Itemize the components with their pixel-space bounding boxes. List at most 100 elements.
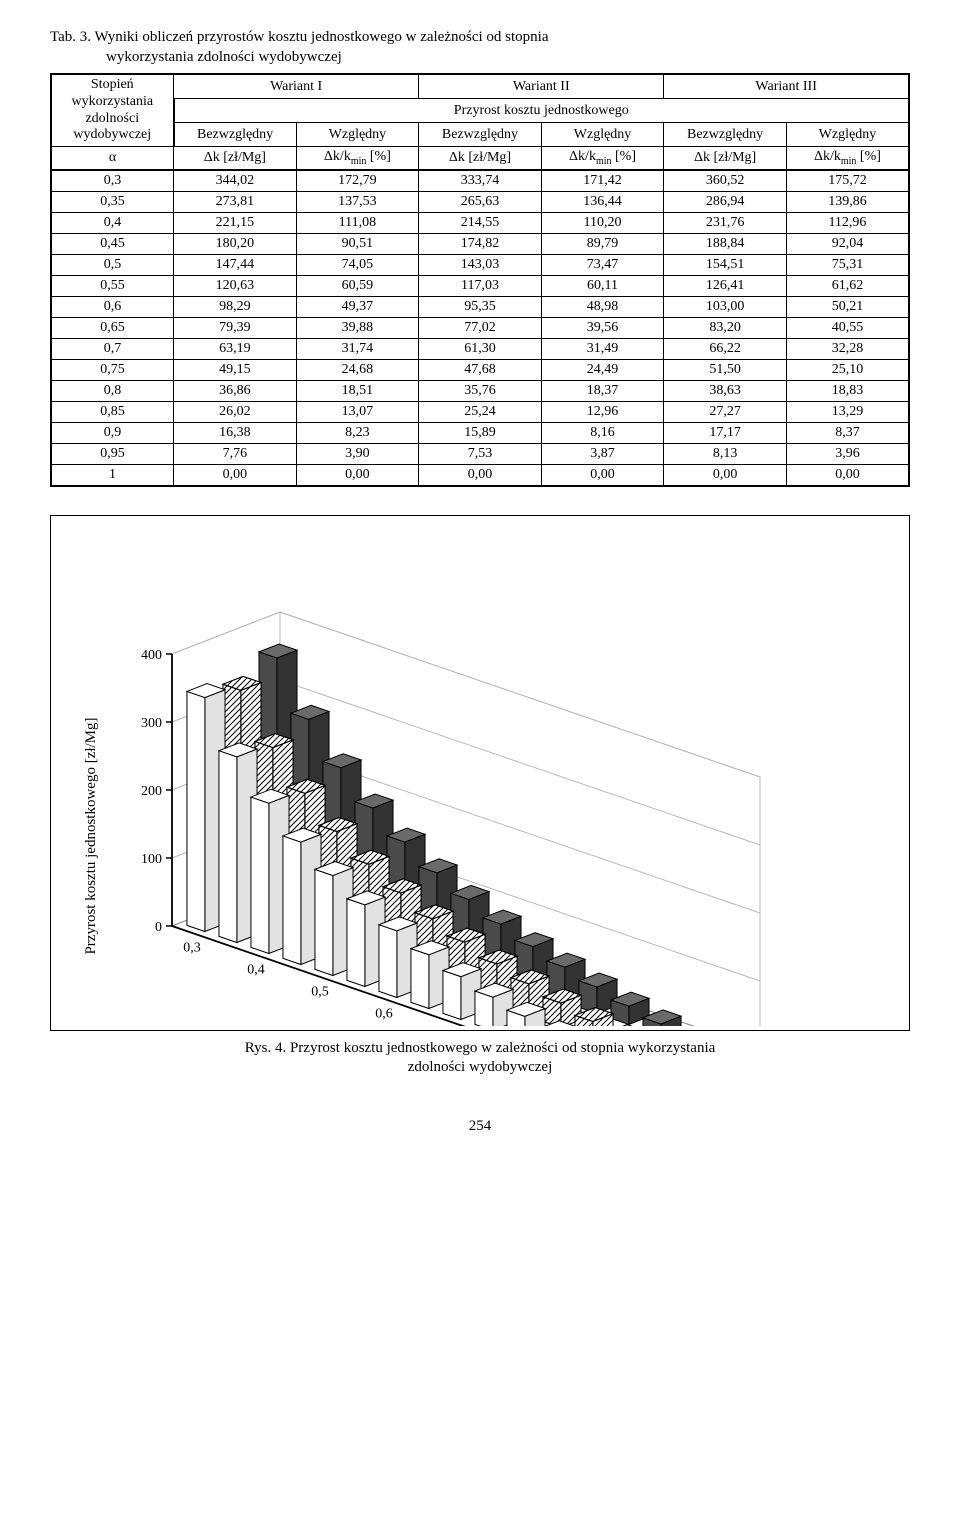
table-cell: 0,6 bbox=[51, 296, 174, 317]
table-row: 0,6579,3939,8877,0239,5683,2040,55 bbox=[51, 317, 909, 338]
table-row: 0,836,8618,5135,7618,3738,6318,83 bbox=[51, 380, 909, 401]
table-cell: 147,44 bbox=[174, 254, 297, 275]
table-cell: 103,00 bbox=[664, 296, 787, 317]
table-cell: 0,5 bbox=[51, 254, 174, 275]
figure-caption: Rys. 4. Przyrost kosztu jednostkowego w … bbox=[50, 1039, 910, 1078]
table-cell: 0,4 bbox=[51, 212, 174, 233]
table-cell: 31,74 bbox=[296, 338, 419, 359]
table-cell: 74,05 bbox=[296, 254, 419, 275]
table-cell: 0,35 bbox=[51, 191, 174, 212]
table-cell: 60,59 bbox=[296, 275, 419, 296]
table-cell: 214,55 bbox=[419, 212, 542, 233]
col-type: Względny bbox=[541, 123, 664, 147]
table-cell: 25,24 bbox=[419, 401, 542, 422]
unit-label: Δk [zł/Mg] bbox=[664, 147, 787, 170]
table-cell: 61,30 bbox=[419, 338, 542, 359]
results-table: Stopień wykorzystania zdolności wydobywc… bbox=[50, 73, 910, 487]
table-cell: 17,17 bbox=[664, 422, 787, 443]
table-cell: 13,07 bbox=[296, 401, 419, 422]
unit-label: Δk/kmin [%] bbox=[786, 147, 909, 170]
unit-label: Δk [zł/Mg] bbox=[419, 147, 542, 170]
svg-text:0,5: 0,5 bbox=[311, 984, 329, 999]
col-variant-3: Wariant III bbox=[664, 74, 909, 99]
table-cell: 0,00 bbox=[786, 464, 909, 486]
unit-label: Δk [zł/Mg] bbox=[174, 147, 297, 170]
table-cell: 98,29 bbox=[174, 296, 297, 317]
table-row: 0,916,388,2315,898,1617,178,37 bbox=[51, 422, 909, 443]
unit-label: Δk/kmin [%] bbox=[296, 147, 419, 170]
table-cell: 0,65 bbox=[51, 317, 174, 338]
svg-text:0,6: 0,6 bbox=[375, 1006, 393, 1021]
table-cell: 1 bbox=[51, 464, 174, 486]
table-cell: 360,52 bbox=[664, 170, 787, 192]
table-cell: 51,50 bbox=[664, 359, 787, 380]
table-cell: 24,68 bbox=[296, 359, 419, 380]
table-cell: 50,21 bbox=[786, 296, 909, 317]
table-cell: 0,00 bbox=[296, 464, 419, 486]
table-cell: 344,02 bbox=[174, 170, 297, 192]
table-cell: 92,04 bbox=[786, 233, 909, 254]
table-row: 0,957,763,907,533,878,133,96 bbox=[51, 443, 909, 464]
page-number: 254 bbox=[50, 1118, 910, 1135]
table-row: 10,000,000,000,000,000,00 bbox=[51, 464, 909, 486]
table-cell: 89,79 bbox=[541, 233, 664, 254]
table-cell: 49,37 bbox=[296, 296, 419, 317]
svg-text:Przyrost kosztu jednostkowego: Przyrost kosztu jednostkowego [zł/Mg] bbox=[83, 717, 99, 954]
table-cell: 136,44 bbox=[541, 191, 664, 212]
table-cell: 120,63 bbox=[174, 275, 297, 296]
table-row: 0,763,1931,7461,3031,4966,2232,28 bbox=[51, 338, 909, 359]
chart-container: 0100200300400Przyrost kosztu jednostkowe… bbox=[50, 515, 910, 1031]
table-cell: 8,16 bbox=[541, 422, 664, 443]
table-cell: 0,75 bbox=[51, 359, 174, 380]
table-cell: 39,56 bbox=[541, 317, 664, 338]
sub-header: Przyrost kosztu jednostkowego bbox=[174, 99, 909, 123]
table-cell: 15,89 bbox=[419, 422, 542, 443]
table-cell: 7,53 bbox=[419, 443, 542, 464]
table-cell: 27,27 bbox=[664, 401, 787, 422]
table-cell: 0,3 bbox=[51, 170, 174, 192]
table-row: 0,8526,0213,0725,2412,9627,2713,29 bbox=[51, 401, 909, 422]
table-cell: 3,87 bbox=[541, 443, 664, 464]
svg-text:400: 400 bbox=[141, 648, 162, 663]
table-cell: 25,10 bbox=[786, 359, 909, 380]
table-cell: 12,96 bbox=[541, 401, 664, 422]
table-cell: 13,29 bbox=[786, 401, 909, 422]
table-cell: 221,15 bbox=[174, 212, 297, 233]
table-caption: Tab. 3. Wyniki obliczeń przyrostów koszt… bbox=[50, 28, 910, 67]
table-row: 0,35273,81137,53265,63136,44286,94139,86 bbox=[51, 191, 909, 212]
table-cell: 18,83 bbox=[786, 380, 909, 401]
table-cell: 0,95 bbox=[51, 443, 174, 464]
col-type: Bezwzględny bbox=[174, 123, 297, 147]
table-caption-line1: Tab. 3. Wyniki obliczeń przyrostów koszt… bbox=[50, 28, 910, 48]
table-cell: 117,03 bbox=[419, 275, 542, 296]
svg-text:0,4: 0,4 bbox=[247, 962, 265, 977]
col-variant-1: Wariant I bbox=[174, 74, 419, 99]
table-cell: 231,76 bbox=[664, 212, 787, 233]
table-cell: 0,9 bbox=[51, 422, 174, 443]
table-cell: 188,84 bbox=[664, 233, 787, 254]
table-cell: 26,02 bbox=[174, 401, 297, 422]
table-row: 0,698,2949,3795,3548,98103,0050,21 bbox=[51, 296, 909, 317]
table-cell: 0,55 bbox=[51, 275, 174, 296]
table-cell: 7,76 bbox=[174, 443, 297, 464]
table-cell: 3,90 bbox=[296, 443, 419, 464]
table-cell: 180,20 bbox=[174, 233, 297, 254]
table-cell: 24,49 bbox=[541, 359, 664, 380]
col-type: Bezwzględny bbox=[419, 123, 542, 147]
table-cell: 40,55 bbox=[786, 317, 909, 338]
table-cell: 48,98 bbox=[541, 296, 664, 317]
col-variant-2: Wariant II bbox=[419, 74, 664, 99]
table-cell: 0,8 bbox=[51, 380, 174, 401]
alpha-label: α bbox=[51, 147, 174, 170]
table-cell: 0,85 bbox=[51, 401, 174, 422]
table-cell: 66,22 bbox=[664, 338, 787, 359]
table-cell: 35,76 bbox=[419, 380, 542, 401]
table-caption-line2: wykorzystania zdolności wydobywczej bbox=[50, 48, 910, 68]
figure-caption-line1: Rys. 4. Przyrost kosztu jednostkowego w … bbox=[245, 1040, 716, 1056]
table-row: 0,3344,02172,79333,74171,42360,52175,72 bbox=[51, 170, 909, 192]
figure-caption-line2: zdolności wydobywczej bbox=[408, 1059, 553, 1075]
table-cell: 8,23 bbox=[296, 422, 419, 443]
svg-text:100: 100 bbox=[141, 852, 162, 867]
table-cell: 90,51 bbox=[296, 233, 419, 254]
table-cell: 143,03 bbox=[419, 254, 542, 275]
